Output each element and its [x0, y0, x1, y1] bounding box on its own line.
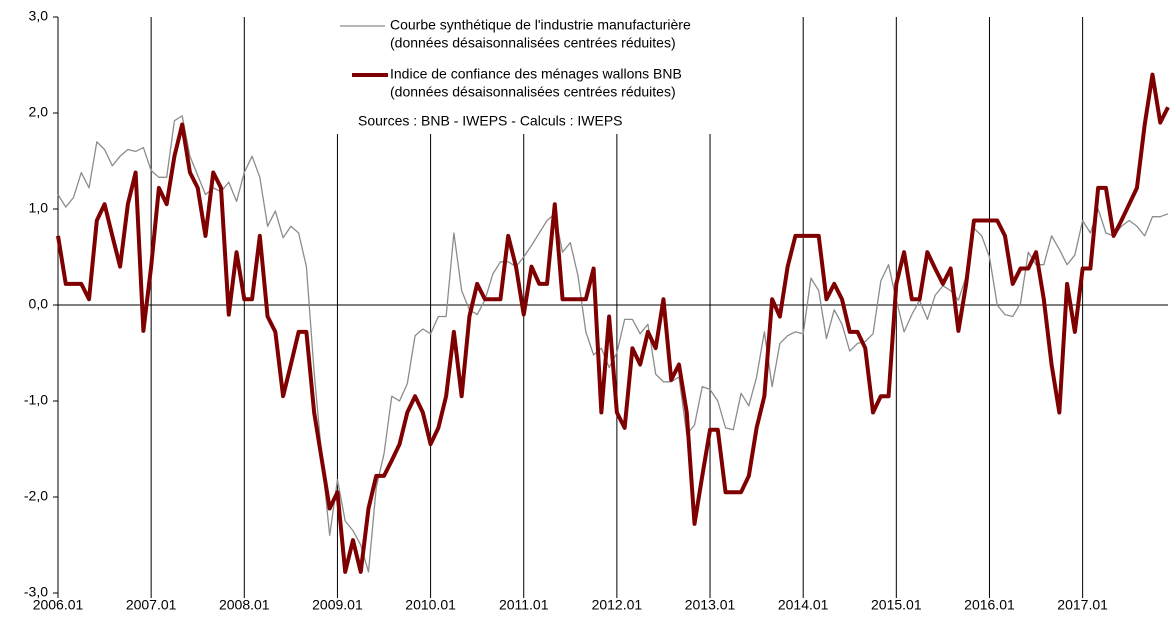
series-line: [56, 72, 1170, 574]
y-tick-label: 1,0: [29, 200, 49, 216]
x-tick-label: 2010.01: [405, 597, 456, 613]
y-tick-label: 2,0: [29, 104, 49, 120]
legend-description: (données désaisonnalisées centrées rédui…: [390, 35, 676, 51]
x-tick-label: 2008.01: [219, 597, 270, 613]
legend-description: (données désaisonnalisées centrées rédui…: [390, 84, 676, 100]
x-tick-label: 2014.01: [778, 597, 829, 613]
y-tick-label: 0,0: [29, 296, 49, 312]
y-tick-label: -2,0: [24, 488, 48, 504]
legend-background: [335, 12, 795, 134]
x-tick-label: 2006.01: [33, 597, 84, 613]
x-tick-label: 2011.01: [499, 597, 549, 613]
x-tick-label: 2009.01: [312, 597, 363, 613]
y-tick-label: -1,0: [24, 392, 48, 408]
y-tick-label: 3,0: [29, 8, 49, 24]
y-tick-label: -3,0: [24, 584, 48, 600]
source: Sources : BNB - IWEPS - Calculs : IWEPS: [358, 113, 623, 129]
x-tick-label: 2015.01: [871, 597, 922, 613]
x-tick-label: 2012.01: [592, 597, 643, 613]
legend-label: Indice de confiance des ménages wallons …: [390, 66, 682, 82]
x-tick-label: 2007.01: [126, 597, 177, 613]
x-tick-label: 2016.01: [964, 597, 1015, 613]
plot: [53, 16, 1170, 598]
x-tick-label: 2013.01: [685, 597, 736, 613]
x-tick-label: 2017.01: [1057, 597, 1108, 613]
legend-label: Courbe synthétique de l'industrie manufa…: [390, 17, 691, 33]
